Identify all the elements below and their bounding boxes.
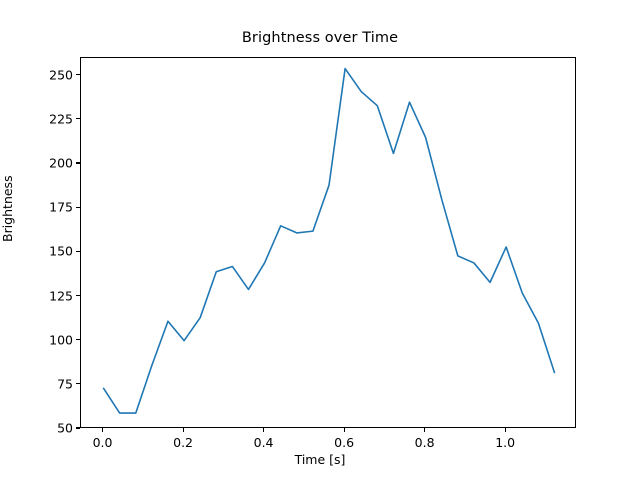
x-tick-mark (263, 428, 265, 432)
y-tick-mark (76, 339, 80, 341)
x-axis-label: Time [s] (294, 452, 346, 467)
page-title: Brightness over Time (241, 30, 399, 46)
x-tick-mark (424, 428, 426, 432)
y-tick-mark (76, 294, 80, 297)
x-tick-mark (343, 428, 345, 432)
y-tick-mark (76, 250, 80, 252)
y-tick-label: 250 (49, 67, 73, 83)
x-tick-label: 0.0 (92, 435, 113, 450)
y-tick-label: 150 (49, 243, 73, 259)
y-axis-label: Brightness (0, 175, 15, 242)
data-series-line (102, 67, 556, 414)
y-tick-mark (76, 383, 80, 385)
y-tick-mark (76, 206, 80, 208)
y-tick-label: 125 (49, 288, 73, 303)
y-tick-mark (76, 427, 80, 429)
y-tick-label: 50 (57, 420, 73, 436)
y-tick-mark (76, 118, 80, 120)
x-tick-label: 0.6 (334, 435, 355, 450)
y-tick-label: 100 (49, 332, 73, 348)
x-tick-label: 0.2 (173, 435, 194, 450)
line-plot (102, 67, 556, 414)
x-tick-label: 0.4 (253, 435, 274, 450)
x-tick-mark (504, 428, 506, 432)
x-tick-mark (101, 428, 104, 432)
y-tick-label: 200 (49, 155, 73, 171)
y-tick-label: 225 (49, 111, 73, 127)
x-tick-label: 0.8 (414, 435, 435, 450)
x-tick-mark (182, 428, 184, 432)
y-tick-mark (76, 162, 80, 164)
y-tick-mark (76, 74, 80, 76)
x-tick-label: 1.0 (495, 435, 516, 450)
y-tick-label: 75 (57, 376, 73, 392)
y-tick-label: 175 (49, 199, 73, 215)
plot-axes (80, 57, 576, 428)
